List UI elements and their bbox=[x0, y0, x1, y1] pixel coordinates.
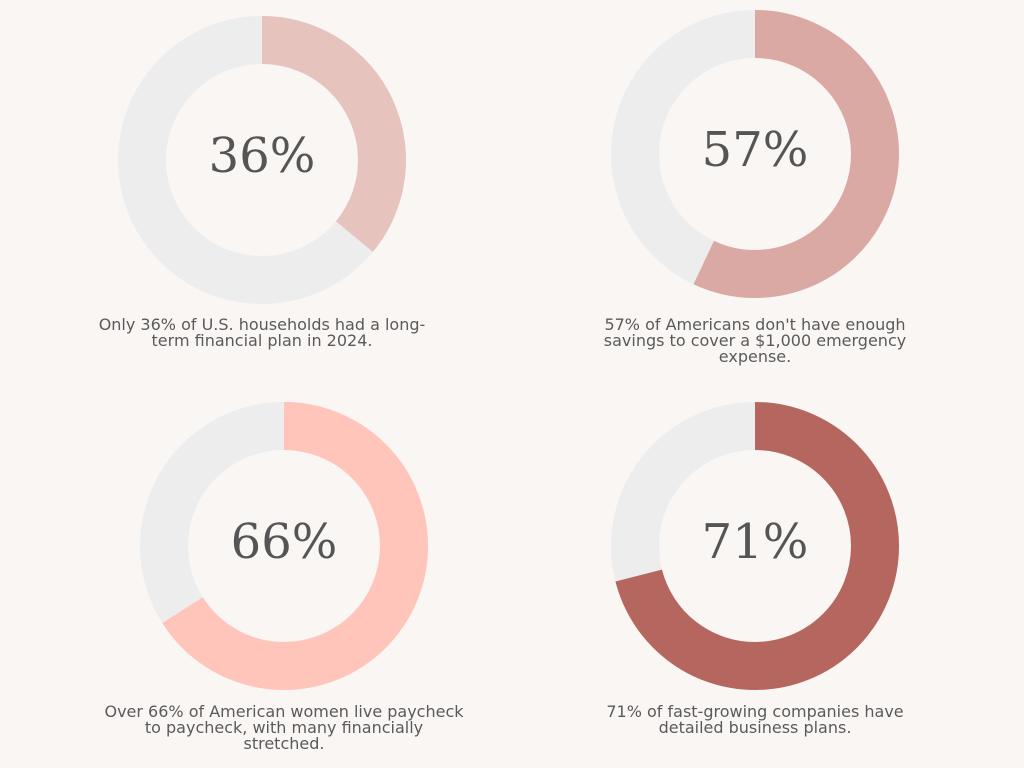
center-percent-label: 66% bbox=[230, 514, 338, 570]
donut-chart-business-plans: 71% bbox=[610, 401, 900, 691]
caption-emergency-savings: 57% of Americans don't have enough savin… bbox=[603, 315, 907, 366]
caption-households: Only 36% of U.S. households had a long-t… bbox=[98, 315, 426, 350]
donut-slice bbox=[118, 16, 406, 304]
donut-svg bbox=[611, 10, 899, 298]
donut-slice bbox=[611, 10, 899, 298]
donut-svg bbox=[611, 402, 899, 690]
donut-svg bbox=[118, 16, 406, 304]
center-percent-label: 36% bbox=[208, 128, 316, 184]
caption-women-paycheck: Over 66% of American women live paycheck… bbox=[104, 702, 464, 753]
center-percent-label: 57% bbox=[701, 122, 809, 178]
donut-slice bbox=[611, 402, 899, 690]
donut-chart-emergency-savings: 57% bbox=[610, 9, 900, 299]
donut-svg bbox=[140, 402, 428, 690]
center-percent-label: 71% bbox=[701, 514, 809, 570]
donut-slice bbox=[140, 402, 428, 690]
donut-chart-households: 36% bbox=[117, 15, 407, 305]
caption-business-plans: 71% of fast-growing companies have detai… bbox=[606, 702, 904, 737]
donut-chart-women-paycheck: 66% bbox=[139, 401, 429, 691]
